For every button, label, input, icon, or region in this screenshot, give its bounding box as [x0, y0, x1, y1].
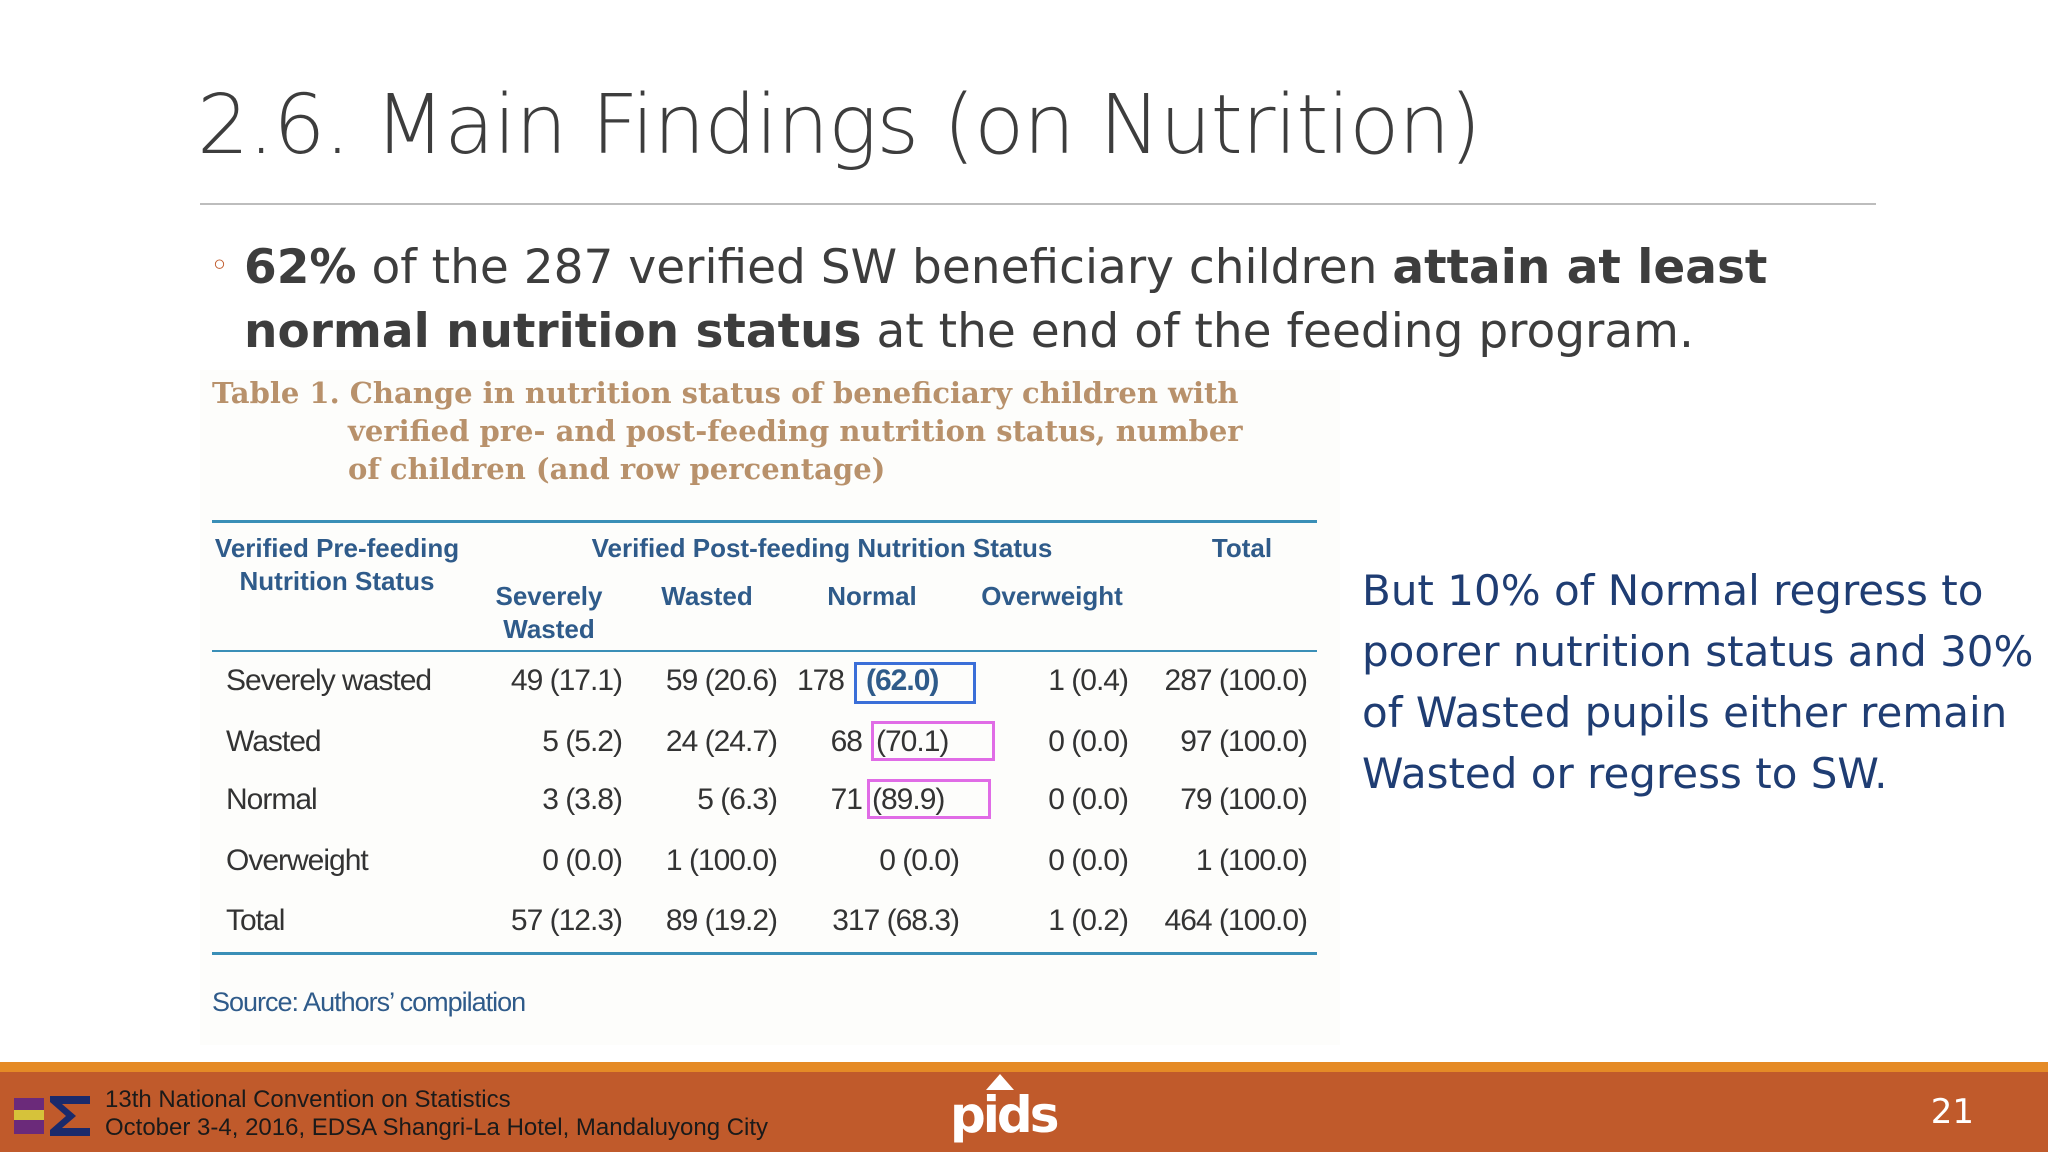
row-label: Total	[226, 904, 285, 937]
bullet-item: ◦ 62% of the 287 verified SW beneficiary…	[210, 236, 1850, 364]
table-cell: 57 (12.3)	[510, 904, 623, 937]
footer-line: 13th National Convention on Statistics	[105, 1086, 511, 1113]
slide-title: 2.6. Main Findings (on Nutrition)	[197, 78, 1481, 173]
table-cell: 24 (24.7)	[665, 725, 778, 758]
side-note: But 10% of Normal regress to poorer nutr…	[1362, 566, 2034, 798]
column-header: Severely Wasted	[495, 581, 603, 644]
table-cell: 79 (100.0)	[1180, 783, 1308, 816]
row-label: Wasted	[226, 725, 322, 758]
caption-line: Table 1. Change in nutrition status of b…	[212, 376, 1239, 410]
pids-arrow-icon	[986, 1074, 1014, 1090]
table-cell: 1 (0.2)	[1048, 904, 1129, 937]
table-cell: 59 (20.6)	[665, 664, 778, 697]
table-cell: 0 (0.0)	[879, 844, 960, 877]
table-rule-top	[212, 520, 1317, 523]
bullet-text: 62% of the 287 verified SW beneficiary c…	[244, 236, 1850, 364]
ncs-logo-icon	[14, 1092, 94, 1140]
highlight-box-blue	[854, 662, 976, 704]
highlight-box-magenta	[867, 779, 991, 819]
table-caption: Table 1. Change in nutrition status of b…	[212, 374, 1312, 488]
title-divider	[200, 203, 1876, 205]
table-cell-highlight: (70.1)	[876, 725, 949, 758]
caption-line: of children (and row percentage)	[348, 452, 886, 486]
table-cell: 5 (6.3)	[697, 783, 778, 816]
footer-text: 13th National Convention on Statistics O…	[105, 1086, 768, 1142]
table-cell: 0 (0.0)	[542, 844, 623, 877]
bullet-highlight-percent: 62%	[244, 240, 357, 295]
table-cell: 97 (100.0)	[1180, 725, 1308, 758]
column-header: Wasted	[661, 581, 753, 611]
table-cell: 5 (5.2)	[542, 725, 623, 758]
table-cell: 1 (0.4)	[1048, 664, 1129, 697]
table-cell: 1 (100.0)	[1195, 844, 1308, 877]
column-header: Normal	[827, 581, 917, 611]
table-cell: 0 (0.0)	[1048, 844, 1129, 877]
table-cell: 464 (100.0)	[1164, 904, 1308, 937]
table-cell: 0 (0.0)	[1048, 725, 1129, 758]
row-label: Overweight	[226, 844, 369, 877]
table-cell: 0 (0.0)	[1048, 783, 1129, 816]
table-header-pre: Verified Pre-feeding Nutrition Status	[214, 533, 460, 596]
table-header-total: Total	[1211, 533, 1273, 563]
table-rule-mid	[212, 650, 1317, 652]
table-cell: 71	[830, 783, 863, 816]
highlight-box-magenta	[871, 721, 995, 761]
pids-logo: pids	[948, 1074, 1060, 1148]
table-cell: 1 (100.0)	[665, 844, 778, 877]
row-label: Severely wasted	[226, 664, 432, 697]
table-cell: 89 (19.2)	[665, 904, 778, 937]
footer-accent-strip	[0, 1062, 2048, 1072]
bullet-highlight-phrase: attain at least normal nutrition status	[244, 240, 1768, 359]
table-image: Table 1. Change in nutrition status of b…	[200, 370, 1340, 1045]
column-header: Overweight	[981, 581, 1123, 611]
table-cell: 3 (3.8)	[542, 783, 623, 816]
table-source: Source: Authors’ compilation	[212, 987, 526, 1017]
table-header-post: Verified Post-feeding Nutrition Status	[591, 533, 1053, 563]
footer-line: October 3-4, 2016, EDSA Shangri-La Hotel…	[105, 1114, 769, 1141]
table-cell: 317 (68.3)	[832, 904, 960, 937]
footer: 13th National Convention on Statistics O…	[0, 1072, 2048, 1152]
bullet-text-part: at the end of the feeding program.	[861, 304, 1694, 359]
bullet-text-part: of the 287 verified SW beneficiary child…	[356, 240, 1393, 295]
table-cell-highlight: (89.9)	[872, 783, 945, 816]
table-cell: 287 (100.0)	[1164, 664, 1308, 697]
table-cell: 68	[830, 725, 863, 758]
table-cell: 49 (17.1)	[510, 664, 623, 697]
row-label: Normal	[226, 783, 318, 816]
table-rule-bottom	[212, 952, 1317, 955]
caption-line: verified pre- and post-feeding nutrition…	[348, 414, 1243, 448]
pids-logo-text: pids	[950, 1086, 1059, 1144]
page-number: 21	[1930, 1092, 1974, 1132]
bullet-marker-icon: ◦	[210, 246, 229, 284]
table-cell: 178	[796, 664, 845, 697]
table-cell-highlight: (62.0)	[866, 664, 939, 697]
